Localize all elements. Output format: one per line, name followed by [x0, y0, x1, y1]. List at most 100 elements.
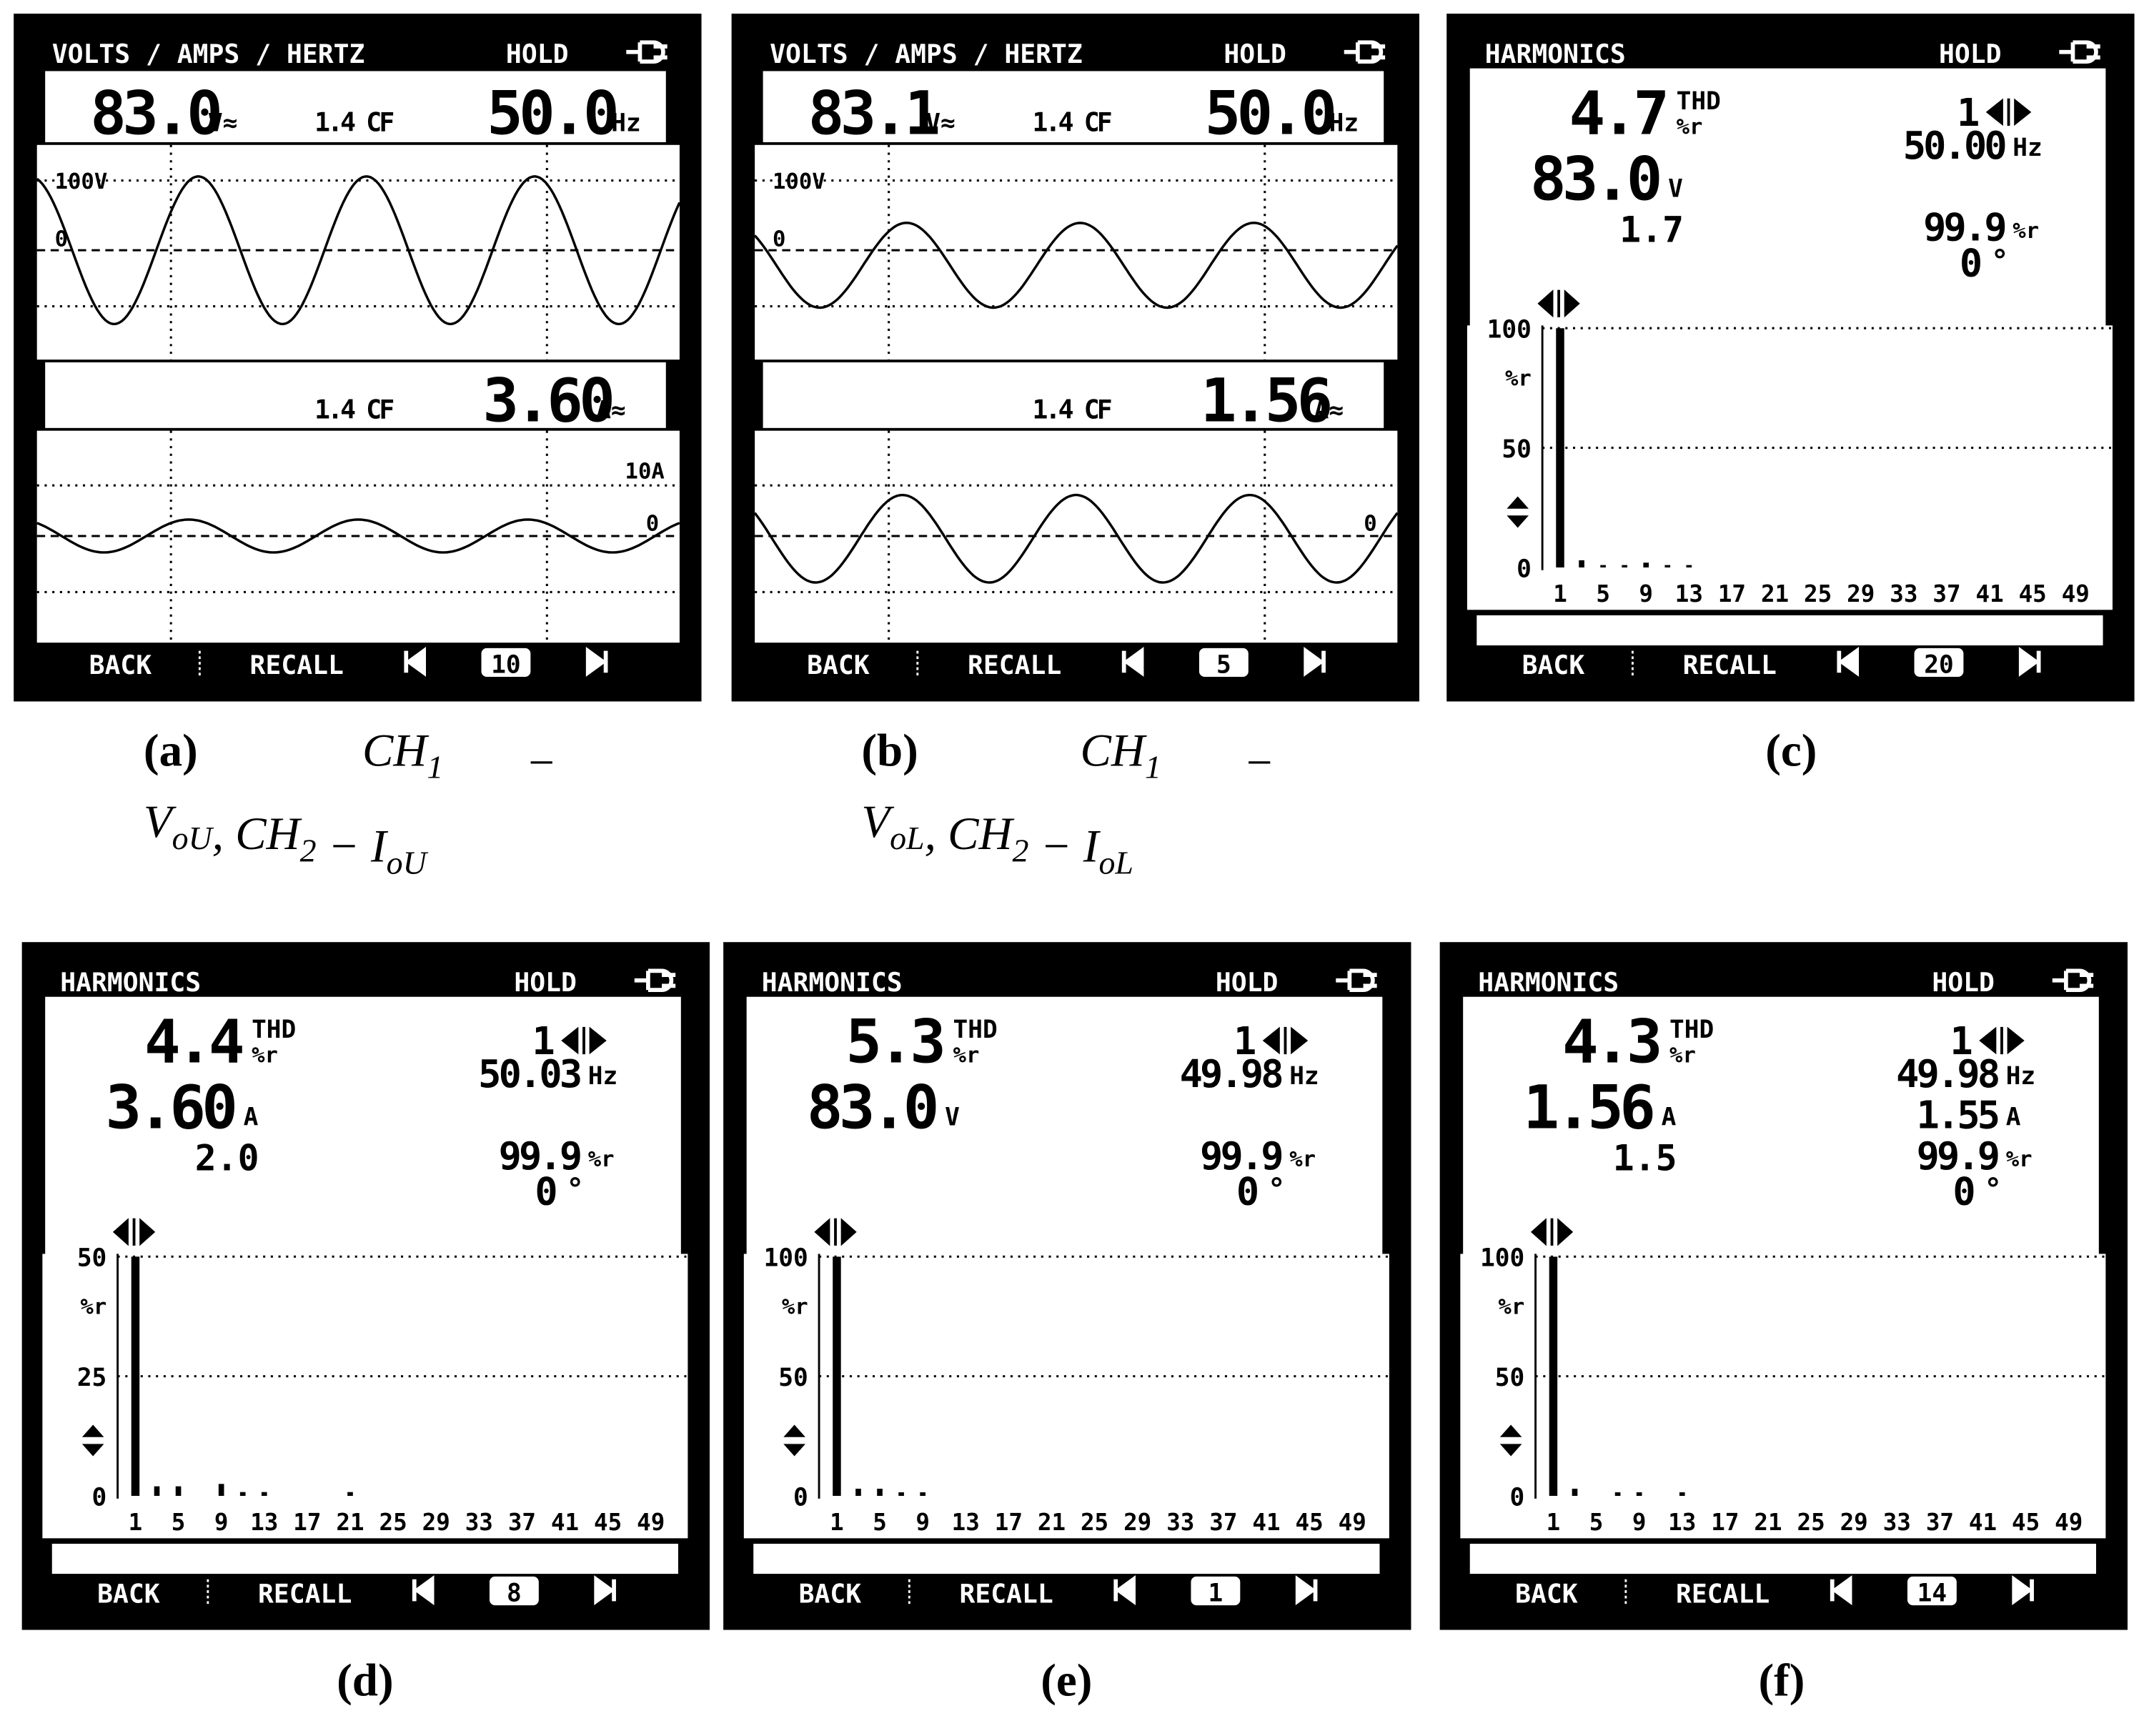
y-tick-label: 50 [1495, 1364, 1524, 1392]
caption-subscript: 2 [300, 832, 317, 868]
softkey-label: BACK [1515, 1578, 1578, 1609]
x-tick-label: 25 [379, 1509, 407, 1536]
skip-back-icon [1837, 647, 1860, 677]
crest-factor: 1.4 CF [1033, 394, 1111, 425]
x-tick-label: 33 [1883, 1509, 1911, 1536]
unit: A [2006, 1103, 2021, 1132]
caption-segment: CH [1080, 725, 1146, 776]
fundamental-reading: 1.7 [1619, 209, 1684, 251]
caption-segment: V [861, 796, 894, 848]
y-tick-label: 0 [1517, 555, 1532, 583]
harmonic-order: 1 [532, 1018, 555, 1063]
x-tick-label: 5 [873, 1509, 887, 1536]
softkey-label: BACK [807, 650, 870, 680]
hold-label: HOLD [1932, 967, 1995, 998]
harmonic-bar [239, 1492, 246, 1497]
y-tick-label: 100 [764, 1244, 808, 1273]
meter-screen: VOLTS / AMPS / HERTZ HOLD 83.0V≈ 1.4 CF 50.0… [14, 14, 702, 702]
plug-icon [1344, 40, 1386, 64]
unit: Hz [2006, 1062, 2035, 1091]
caption-subscript: 1 [427, 749, 443, 785]
frequency-reading: 50.00 [1903, 123, 2006, 168]
x-tick-label: 25 [1804, 580, 1832, 607]
scroll-icon [1507, 496, 1529, 528]
unit: %r [1677, 114, 1703, 139]
cursor-icon [1985, 98, 2032, 127]
status-strip [753, 1544, 1380, 1574]
frequency-reading: 50.0 [487, 78, 616, 148]
x-tick-label: 45 [2019, 580, 2047, 607]
skip-back-icon [404, 647, 427, 677]
unit: %r [1289, 1147, 1316, 1172]
y-tick-label: 100 [1487, 316, 1532, 344]
harmonic-bar [1579, 560, 1584, 567]
x-tick-label: 29 [422, 1509, 450, 1536]
x-tick-label: 49 [1339, 1509, 1366, 1536]
unit: THD [1669, 1016, 1714, 1044]
unit: A≈ [596, 396, 625, 425]
rms-reading: 83.0 [807, 1072, 936, 1142]
thd-reading: 4.7 [1569, 78, 1666, 148]
x-tick-label: 45 [2012, 1509, 2040, 1536]
page-box [1907, 1576, 1957, 1606]
plug-icon [2052, 968, 2094, 993]
y-tick-label: 50 [1502, 435, 1531, 464]
x-tick-label: 49 [637, 1509, 665, 1536]
unit: THD [1677, 87, 1721, 116]
harmonic-bar [218, 1484, 224, 1497]
unit: ° [1991, 243, 2009, 278]
x-tick-label: 45 [1296, 1509, 1324, 1536]
cursor-icon [1262, 1026, 1309, 1055]
hold-label: HOLD [1224, 39, 1286, 69]
skip-back-icon [1830, 1575, 1852, 1605]
skip-forward-icon [585, 647, 608, 677]
percent-reading: 99.9 [1923, 205, 2005, 250]
screen-title: VOLTS / AMPS / HERTZ [52, 39, 365, 69]
softkey-label: RECALL [968, 650, 1061, 680]
frequency-reading: 49.98 [1180, 1051, 1282, 1096]
cursor-icon [1537, 289, 1580, 318]
x-tick-label: 41 [1975, 580, 2003, 607]
caption-segment: CH [362, 725, 429, 776]
bars [131, 1256, 353, 1497]
y-axis-unit: %r [1498, 1295, 1524, 1320]
softkey-label: BACK [799, 1578, 862, 1609]
skip-back-icon [1121, 647, 1144, 677]
harmonic-bar [1664, 565, 1671, 567]
caption-label: (a) [144, 725, 198, 776]
frequency-reading: 50.03 [478, 1051, 580, 1096]
y-tick-label: 25 [77, 1364, 106, 1392]
status-strip [51, 1544, 678, 1574]
screen-title: HARMONICS [60, 967, 201, 998]
frequency-reading: 50.0 [1205, 78, 1334, 148]
unit: %r [2006, 1147, 2033, 1172]
softkey-label: BACK [97, 1578, 160, 1609]
phase-reading: 0 [1236, 1169, 1259, 1214]
x-tick-label: 29 [1123, 1509, 1151, 1536]
caption-segment: − [1244, 738, 1275, 789]
harmonic-rms: 1.55 [1917, 1092, 1998, 1137]
x-tick-label: 37 [508, 1509, 536, 1536]
x-tick-label: 13 [952, 1509, 980, 1536]
x-tick-label: 9 [1639, 580, 1653, 607]
fundamental-reading: 1.5 [1613, 1138, 1677, 1179]
harmonic-bar [855, 1488, 861, 1497]
caption-text: CH1 − [362, 725, 557, 788]
x-tick-label: 17 [1711, 1509, 1739, 1536]
percent-reading: 99.9 [1917, 1134, 1998, 1179]
zero-label: 0 [773, 227, 785, 252]
page-number: 10 [491, 650, 520, 679]
x-tick-label: 9 [214, 1509, 229, 1536]
y-tick-label: 0 [92, 1483, 107, 1512]
x-tick-label: 37 [1209, 1509, 1237, 1536]
harmonic-bar [1614, 1492, 1621, 1497]
rms-reading: 83.0 [1530, 144, 1659, 214]
x-tick-label: 21 [1761, 580, 1789, 607]
x-tick-label: 49 [2062, 580, 2090, 607]
harmonic-bar [1679, 1492, 1685, 1497]
x-tick-label: 5 [1596, 580, 1610, 607]
page-number: 1 [1209, 1579, 1224, 1607]
